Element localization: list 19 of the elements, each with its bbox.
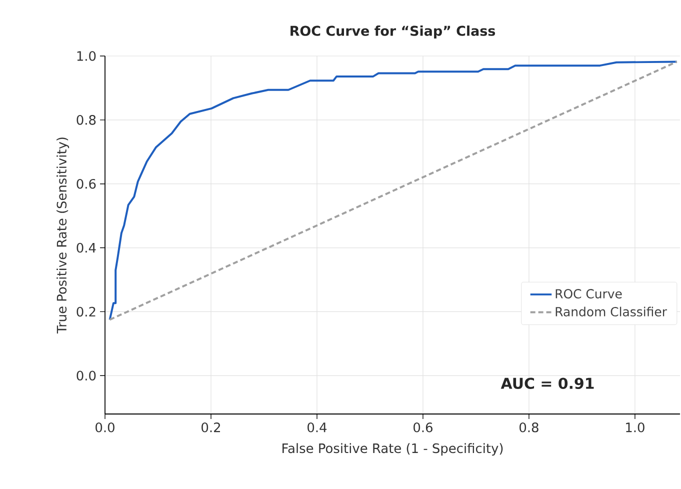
chart-title: ROC Curve for “Siap” Class xyxy=(290,26,496,39)
x-tick-label: 1.0 xyxy=(626,422,644,432)
legend-label: Random Classifier xyxy=(556,306,667,316)
y-axis-title: True Positive Rate (Sensitivity) xyxy=(56,138,70,334)
y-tick-label: 0.8 xyxy=(76,115,96,125)
x-tick-label: 0.6 xyxy=(414,422,432,432)
x-tick-label: 0.8 xyxy=(520,422,538,432)
line-series xyxy=(108,60,678,321)
x-tick-label: 0.4 xyxy=(308,422,327,432)
x-axis-title: False Positive Rate (1 - Specificity) xyxy=(282,443,503,456)
legend-label: ROC Curve xyxy=(556,289,622,298)
y-tick-label: 0.2 xyxy=(76,306,96,317)
y-tick-label: 0.4 xyxy=(76,242,96,253)
x-tick-label: 0.0 xyxy=(96,422,114,432)
x-tick-label: 0.2 xyxy=(202,422,220,432)
y-tick-label: 1.0 xyxy=(77,51,96,61)
annotation: AUC = 0.91 xyxy=(500,378,594,390)
y-tick-label: 0.6 xyxy=(76,178,96,189)
y-tick-label: 0.0 xyxy=(76,370,96,381)
